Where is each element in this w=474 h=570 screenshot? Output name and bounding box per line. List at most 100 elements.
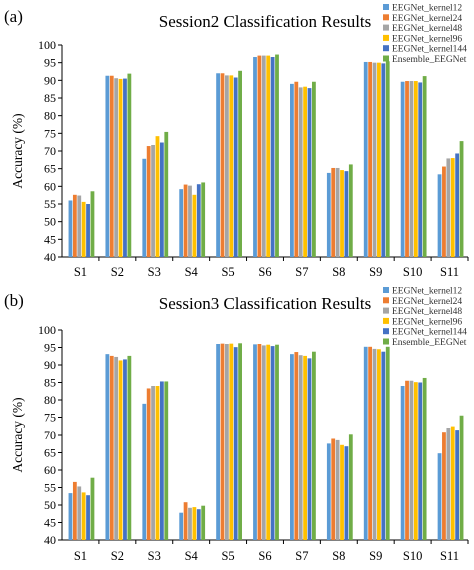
chart-title: Session3 Classification Results [159, 294, 372, 313]
y-tick-label: 65 [44, 446, 56, 460]
y-tick-label: 75 [44, 126, 56, 140]
bar-s8-series-2 [331, 438, 336, 540]
bar-s8-series-1 [326, 172, 331, 257]
bar-s1-series-6 [90, 191, 95, 257]
bar-s5-series-2 [220, 73, 225, 258]
panel-label: (a) [4, 7, 23, 26]
bar-s11-series-3 [446, 158, 451, 257]
legend-label: EEGNet_kernel12 [392, 287, 462, 297]
bar-s10-series-3 [409, 380, 414, 540]
y-tick-label: 95 [44, 341, 56, 355]
bar-s4-series-6 [201, 505, 206, 540]
legend-label: Ensemble_EEGNet [392, 55, 467, 65]
bar-s10-series-1 [400, 81, 405, 257]
bar-s7-series-3 [298, 355, 303, 540]
bar-s2-series-1 [105, 354, 110, 540]
x-tick-label: S10 [403, 265, 422, 279]
y-tick-label: 100 [38, 323, 56, 337]
bar-s5-series-6 [238, 70, 242, 257]
bar-s9-series-6 [385, 346, 390, 540]
bar-s2-series-6 [127, 73, 132, 258]
y-tick-label: 80 [44, 109, 56, 123]
bar-s9-series-2 [368, 346, 373, 540]
y-tick-label: 90 [44, 73, 56, 87]
bar-s6-series-4 [266, 55, 271, 257]
legend-swatch [383, 34, 389, 41]
bar-s10-series-6 [422, 76, 427, 258]
bar-s6-series-6 [275, 54, 279, 257]
y-tick-label: 60 [44, 179, 56, 193]
x-tick-label: S9 [369, 549, 382, 563]
legend-swatch [383, 45, 389, 52]
bar-s3-series-6 [164, 381, 169, 540]
bar-s3-series-4 [155, 136, 160, 257]
bar-s4-series-5 [196, 509, 201, 540]
bar-s4-series-3 [188, 507, 192, 540]
y-tick-label: 50 [44, 215, 56, 229]
bar-s8-series-6 [348, 164, 353, 257]
bar-s3-series-3 [151, 386, 155, 540]
x-tick-label: S3 [148, 265, 161, 279]
bar-s6-series-2 [257, 344, 262, 540]
bar-s11-series-2 [442, 166, 446, 257]
bar-s6-series-5 [270, 346, 275, 540]
bar-s7-series-3 [298, 87, 303, 258]
bar-s2-series-6 [127, 355, 132, 540]
bar-s6-series-2 [257, 55, 262, 257]
x-tick-label: S1 [74, 265, 87, 279]
bar-s1-series-2 [72, 481, 77, 540]
legend-swatch [383, 297, 389, 304]
bar-s5-series-5 [233, 347, 238, 540]
bar-s10-series-6 [422, 377, 427, 540]
bar-s8-series-3 [335, 439, 340, 540]
bar-s4-series-4 [192, 507, 197, 540]
chart-panel-b: (b) Session3 Classification Results Accura… [4, 287, 469, 563]
bar-s4-series-1 [179, 189, 184, 257]
bar-s10-series-4 [413, 382, 418, 540]
bar-s7-series-1 [290, 83, 294, 257]
bar-s6-series-1 [253, 57, 257, 257]
bar-s6-series-4 [266, 344, 271, 540]
bar-s11-series-5 [455, 153, 460, 257]
bar-s4-series-3 [188, 185, 192, 257]
bar-s1-series-2 [72, 194, 77, 257]
bar-s8-series-5 [344, 171, 349, 257]
bar-s1-series-4 [81, 492, 86, 540]
bar-s7-series-6 [312, 351, 316, 540]
bar-s3-series-2 [146, 388, 151, 540]
panel-label: (b) [4, 291, 24, 310]
bar-s6-series-3 [261, 55, 266, 257]
bar-s10-series-3 [409, 81, 414, 257]
y-tick-label: 40 [44, 250, 56, 264]
bar-s7-series-1 [290, 354, 294, 540]
y-tick-label: 70 [44, 428, 56, 442]
bar-s2-series-5 [123, 78, 127, 257]
bar-s4-series-2 [183, 502, 188, 540]
bar-s5-series-3 [224, 75, 229, 258]
bar-s3-series-5 [159, 142, 164, 257]
bar-s9-series-1 [363, 346, 368, 540]
x-tick-label: S2 [111, 549, 124, 563]
x-tick-label: S2 [111, 265, 124, 279]
bar-s8-series-6 [348, 434, 353, 540]
bar-s5-series-1 [216, 344, 220, 540]
x-tick-label: S7 [295, 265, 308, 279]
y-tick-label: 55 [44, 481, 56, 495]
legend-swatch [383, 14, 389, 21]
legend-label: Ensemble_EEGNet [392, 338, 467, 348]
legend-label: EEGNet_kernel96 [392, 34, 462, 44]
bar-s1-series-5 [86, 204, 90, 257]
bar-s7-series-5 [307, 358, 312, 540]
bar-s3-series-4 [155, 386, 160, 540]
x-tick-label: S10 [403, 549, 422, 563]
y-axis-label: Accuracy (%) [10, 113, 25, 188]
bar-s6-series-3 [261, 345, 266, 540]
x-tick-label: S3 [148, 549, 161, 563]
y-tick-label: 45 [44, 232, 56, 246]
bar-s9-series-4 [377, 349, 381, 540]
y-tick-label: 85 [44, 91, 56, 105]
x-tick-label: S11 [440, 265, 459, 279]
legend: EEGNet_kernel12EEGNet_kernel24EEGNet_ker… [383, 287, 467, 348]
bar-s7-series-5 [307, 88, 312, 258]
y-tick-label: 85 [44, 376, 56, 390]
